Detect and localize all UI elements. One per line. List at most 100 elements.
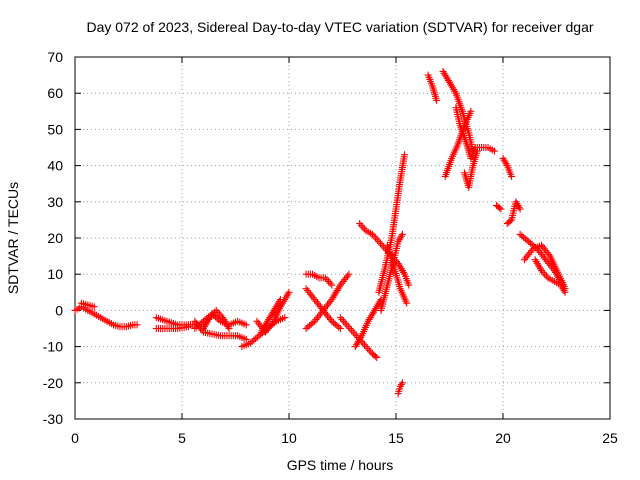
data-point <box>191 325 199 332</box>
series-trace <box>395 261 407 276</box>
series-trace <box>105 318 115 328</box>
series-trace <box>219 332 231 340</box>
series-trace <box>357 221 368 233</box>
series-trace <box>364 228 374 237</box>
series-trace <box>338 272 351 287</box>
series-trace <box>442 156 455 178</box>
data-point <box>343 321 351 329</box>
y-tick-label: -20 <box>43 375 63 391</box>
series-trace <box>388 207 400 240</box>
series-trace <box>397 287 410 305</box>
y-tick-label: 50 <box>47 121 63 137</box>
series-trace <box>378 283 391 312</box>
series-trace <box>370 232 381 244</box>
y-tick-label: 0 <box>55 302 63 318</box>
series-trace <box>392 178 404 211</box>
series-trace <box>425 73 436 88</box>
series-trace <box>344 323 356 334</box>
axis-ticks: 0 5 10 15 20 25 -30 -20 -10 0 10 20 30 40 50 60 70 <box>43 49 618 446</box>
y-tick-label: 60 <box>47 85 63 101</box>
series-trace <box>236 318 248 328</box>
series-trace <box>465 164 477 189</box>
series-trace <box>323 276 334 287</box>
series-trace <box>397 381 405 389</box>
x-tick-label: 20 <box>495 430 511 446</box>
series-trace <box>447 80 459 95</box>
series-trace <box>370 351 379 360</box>
series-trace <box>486 145 496 154</box>
x-tick-label: 5 <box>178 430 186 446</box>
series-trace <box>312 297 326 313</box>
series-trace <box>384 243 397 269</box>
data-point <box>349 328 357 336</box>
series-trace <box>176 323 190 332</box>
series-trace <box>265 308 277 323</box>
series-trace <box>359 319 371 338</box>
data-point <box>328 281 336 289</box>
x-tick-label: 25 <box>602 430 618 446</box>
series-trace <box>352 334 365 349</box>
data-point <box>336 325 344 332</box>
x-axis-label: GPS time / hours <box>287 457 394 473</box>
series-trace <box>391 265 404 291</box>
series-trace <box>329 283 343 302</box>
series-trace <box>401 272 412 287</box>
y-tick-label: -30 <box>43 411 63 427</box>
series-trace <box>543 258 557 273</box>
data-point <box>525 238 533 246</box>
series-trace <box>118 323 128 331</box>
series-trace <box>125 321 135 330</box>
series-trace <box>154 314 169 325</box>
series-trace <box>494 203 503 212</box>
series-trace <box>227 332 239 340</box>
series-trace <box>364 344 375 356</box>
series-trace <box>317 274 327 282</box>
series-trace <box>429 84 440 102</box>
series-trace <box>330 319 343 331</box>
data-point <box>336 314 344 322</box>
series-trace <box>312 308 326 323</box>
series-trace <box>539 243 553 258</box>
series-trace <box>440 69 452 85</box>
y-tick-label: 10 <box>47 266 63 282</box>
series-trace <box>200 315 213 331</box>
series-trace <box>112 321 122 330</box>
series-trace <box>455 124 468 146</box>
series-trace <box>240 340 252 350</box>
data-point <box>356 220 364 228</box>
series-trace <box>214 308 225 320</box>
series-trace <box>500 156 510 168</box>
series-trace <box>220 315 232 331</box>
grid <box>75 57 610 419</box>
series-trace <box>395 232 405 244</box>
series-trace <box>453 91 466 113</box>
series-trace <box>131 321 139 329</box>
series-trace <box>504 164 515 178</box>
data-point <box>516 230 524 238</box>
series-trace <box>397 153 408 182</box>
series-trace <box>271 297 283 313</box>
data-points <box>71 67 569 398</box>
y-tick-label: -10 <box>43 339 63 355</box>
y-tick-label: 30 <box>47 194 63 210</box>
series-trace <box>248 333 261 346</box>
series-trace <box>372 297 384 313</box>
series-trace <box>470 149 481 168</box>
series-trace <box>80 300 90 308</box>
y-axis-label: SDTVAR / TECUs <box>5 182 21 294</box>
series-trace <box>86 308 96 317</box>
series-trace <box>395 385 404 395</box>
series-trace <box>258 319 271 334</box>
series-trace <box>86 302 96 310</box>
series-trace <box>449 142 461 160</box>
series-trace <box>375 265 389 294</box>
series-trace <box>531 242 543 252</box>
series-trace <box>165 325 180 332</box>
series-trace <box>505 217 514 226</box>
series-trace <box>390 240 402 261</box>
series-trace <box>532 258 544 273</box>
series-trace <box>92 311 103 320</box>
series-trace <box>304 319 317 331</box>
series-trace <box>193 319 206 331</box>
